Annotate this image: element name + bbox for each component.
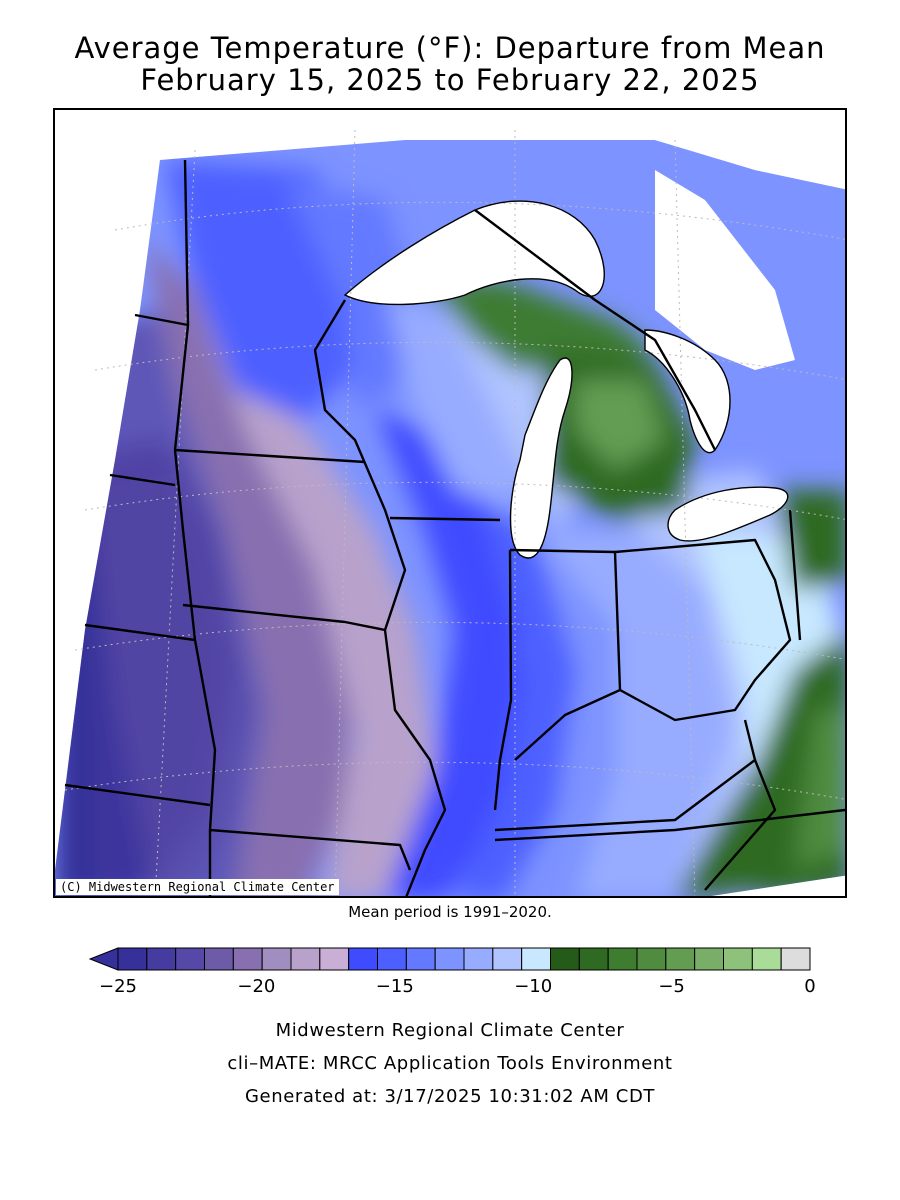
- footer-tool: cli–MATE: MRCC Application Tools Environ…: [227, 1053, 673, 1074]
- footer-org: Midwestern Regional Climate Center: [275, 1020, 625, 1041]
- temperature-departure-map: [53, 108, 847, 898]
- legend-swatch: [665, 947, 696, 971]
- legend-swatch: [521, 947, 552, 971]
- map-date-range: February 15, 2025 to February 22, 2025: [140, 63, 760, 97]
- map-canvas: [55, 110, 845, 896]
- legend-swatch: [204, 947, 234, 971]
- legend-swatch: [550, 947, 580, 971]
- legend-swatch: [117, 947, 148, 971]
- legend-swatch: [405, 947, 436, 971]
- legend-swatch: [261, 947, 292, 971]
- legend-swatch: [146, 947, 177, 971]
- legend-swatch: [463, 947, 494, 971]
- legend-swatch: [492, 947, 523, 971]
- footer-generated: Generated at: 3/17/2025 10:31:02 AM CDT: [244, 1086, 656, 1107]
- color-legend: −25 −20 −15 −10 −5 0: [88, 947, 816, 997]
- legend-swatch: [377, 947, 407, 971]
- mean-period-note: Mean period is 1991–2020.: [348, 903, 552, 921]
- legend-underflow-arrow: [88, 947, 119, 971]
- legend-swatch: [175, 947, 206, 971]
- legend-swatch: [723, 947, 753, 971]
- legend-swatch: [232, 947, 263, 971]
- legend-swatch: [694, 947, 725, 971]
- legend-swatch: [780, 947, 811, 971]
- legend-tick-label: −20: [237, 976, 275, 997]
- legend-swatch: [636, 947, 667, 971]
- legend-swatch: [290, 947, 321, 971]
- legend-swatch: [319, 947, 350, 971]
- legend-tick-label: −25: [99, 976, 137, 997]
- legend-tick-label: −10: [514, 976, 552, 997]
- legend-swatch: [607, 947, 638, 971]
- copyright-label: (C) Midwestern Regional Climate Center: [56, 879, 339, 895]
- legend-swatch: [434, 947, 465, 971]
- map-title: Average Temperature (°F): Departure from…: [74, 31, 826, 65]
- legend-swatch: [751, 947, 782, 971]
- legend-tick-label: −5: [658, 976, 685, 997]
- legend-swatch: [578, 947, 609, 971]
- legend-tick-label: −15: [376, 976, 414, 997]
- legend-swatch: [348, 947, 378, 971]
- legend-tick-label: 0: [804, 976, 815, 997]
